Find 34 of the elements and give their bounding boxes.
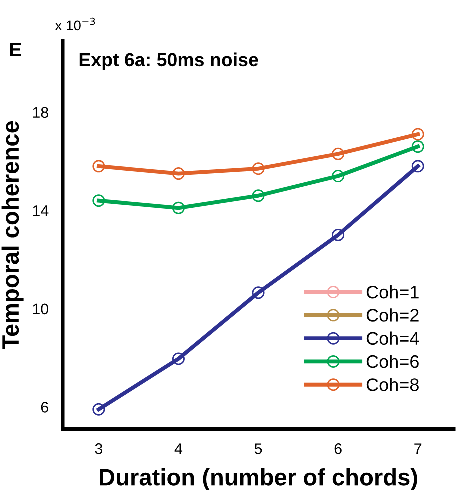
legend-label: Coh=2 (366, 308, 419, 322)
point (412, 128, 424, 141)
point (172, 352, 185, 366)
legend-label: Coh=8 (366, 378, 419, 392)
y-tick-label: 6 (41, 402, 48, 413)
x-axis-title: Duration (number of chords) (100, 468, 418, 490)
x-tick-label: 6 (334, 444, 342, 454)
point (332, 228, 345, 242)
text: Expt 6a: 50ms noise (80, 52, 258, 70)
x-tick-label: 3 (95, 444, 103, 454)
point (412, 140, 424, 154)
y-tick-label: 18 (33, 107, 48, 118)
point (172, 168, 185, 180)
y-tick-label: 14 (33, 206, 49, 216)
point (252, 286, 265, 300)
point (252, 162, 265, 176)
point (332, 148, 345, 160)
point (92, 194, 106, 208)
point (172, 202, 185, 214)
x-tick-label: 7 (414, 444, 422, 454)
legend-label: Coh=4 (366, 332, 420, 346)
text: x 10$^{−3}$ (55, 18, 96, 31)
point (252, 190, 265, 202)
point (92, 403, 106, 416)
legend-label: Coh=1 (366, 286, 419, 299)
text: E (10, 43, 22, 56)
x-tick-label: 5 (254, 444, 262, 454)
point (412, 160, 424, 173)
y-axis-title: Temporal coherence (2, 121, 24, 350)
y-tick-label: 10 (33, 304, 49, 315)
point (332, 170, 345, 182)
legend-label: Coh=6 (366, 354, 419, 368)
point (92, 160, 106, 173)
x-tick-label: 4 (174, 444, 183, 454)
